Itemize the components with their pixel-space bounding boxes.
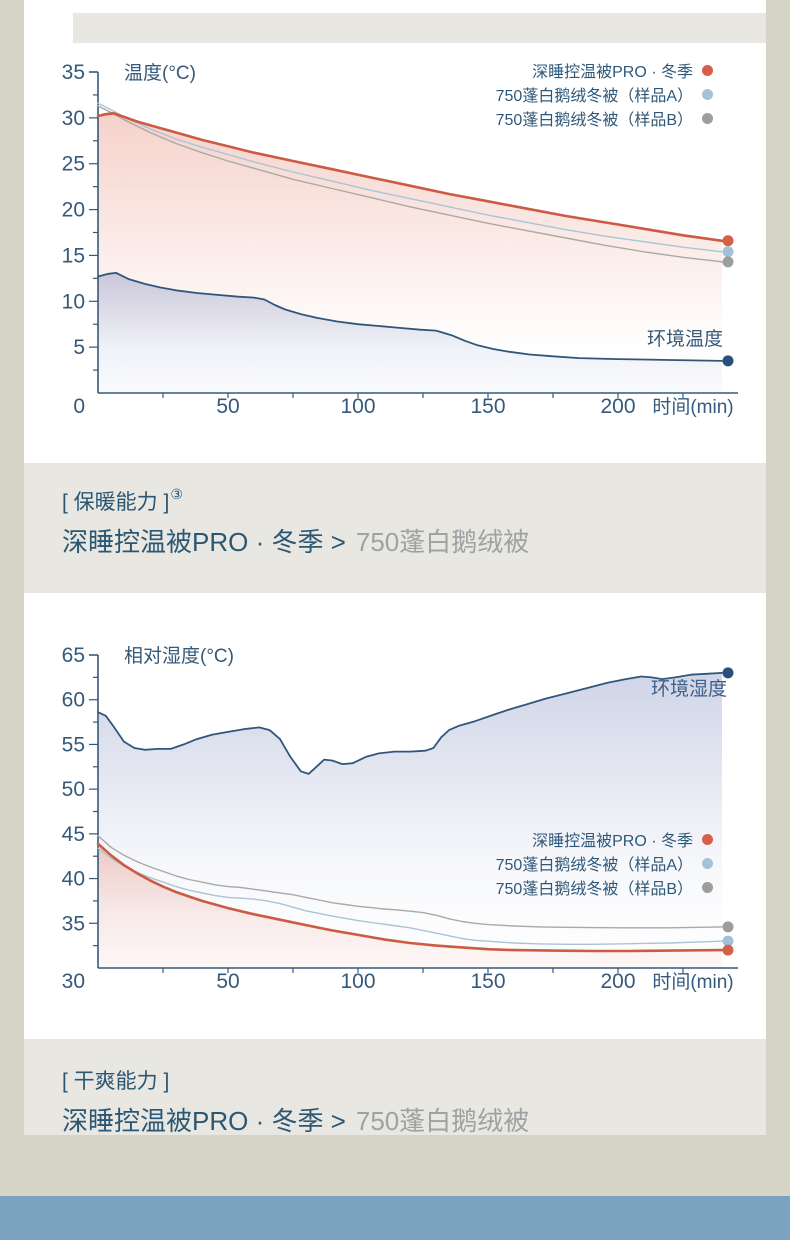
bottom-beige-band — [0, 1135, 790, 1196]
y-axis-title: 相对湿度(°C) — [124, 645, 234, 667]
chart-legend: 深睡控温被PRO · 冬季 750蓬白鹅绒冬被（样品A） 750蓬白鹅绒冬被（样… — [496, 58, 713, 130]
section-tag-text: [ 干爽能力 ] — [62, 1070, 170, 1093]
svg-text:10: 10 — [62, 290, 85, 313]
svg-text:50: 50 — [216, 970, 239, 993]
claim-competitor: 750蓬白鹅绒被 — [355, 527, 530, 557]
claim-product: 深睡控温被PRO · 冬季 > — [62, 1106, 346, 1136]
svg-text:45: 45 — [62, 823, 85, 846]
svg-text:35: 35 — [62, 912, 85, 935]
svg-text:65: 65 — [62, 644, 85, 667]
dryness-capability-section: [ 干爽能力 ] 深睡控温被PRO · 冬季 > 750蓬白鹅绒被 — [24, 1039, 766, 1138]
legend-label: 750蓬白鹅绒冬被（样品B） — [495, 881, 693, 898]
footer-band — [0, 1196, 790, 1240]
legend-color-dot — [702, 881, 713, 893]
legend-color-dot — [702, 88, 713, 100]
svg-text:60: 60 — [62, 689, 85, 712]
svg-text:5: 5 — [73, 336, 85, 359]
warmth-capability-section: [ 保暖能力 ]③ 深睡控温被PRO · 冬季 > 750蓬白鹅绒被 — [24, 463, 766, 593]
section-tag: [ 干爽能力 ] — [62, 1065, 766, 1095]
legend-item: 750蓬白鹅绒冬被（样品B） — [496, 106, 713, 130]
page-content: 温度(°C) 时间(min) 环境温度 51015202530350501001… — [24, 0, 766, 1138]
svg-text:15: 15 — [62, 244, 85, 267]
svg-text:20: 20 — [62, 199, 85, 222]
legend-item: 深睡控温被PRO · 冬季 — [496, 58, 713, 82]
svg-text:40: 40 — [62, 868, 85, 891]
legend-label: 750蓬白鹅绒冬被（样品B） — [495, 112, 693, 129]
top-white-strip — [24, 0, 766, 13]
svg-text:25: 25 — [62, 153, 85, 176]
temperature-chart: 温度(°C) 时间(min) 环境温度 51015202530350501001… — [62, 61, 738, 418]
legend-label: 750蓬白鹅绒冬被（样品A） — [495, 857, 693, 874]
svg-text:150: 150 — [470, 395, 505, 418]
svg-text:200: 200 — [600, 970, 635, 993]
svg-text:200: 200 — [600, 395, 635, 418]
svg-text:55: 55 — [62, 733, 85, 756]
legend-item: 750蓬白鹅绒冬被（样品A） — [496, 851, 713, 875]
legend-label: 750蓬白鹅绒冬被（样品A） — [495, 88, 693, 105]
svg-text:150: 150 — [470, 970, 505, 993]
svg-text:100: 100 — [340, 395, 375, 418]
section-claim: 深睡控温被PRO · 冬季 > 750蓬白鹅绒被 — [62, 522, 766, 559]
top-gap-strip — [24, 0, 766, 43]
svg-text:50: 50 — [216, 395, 239, 418]
temperature-chart-card: 温度(°C) 时间(min) 环境温度 51015202530350501001… — [24, 43, 766, 463]
chart-legend: 深睡控温被PRO · 冬季 750蓬白鹅绒冬被（样品A） 750蓬白鹅绒冬被（样… — [496, 827, 713, 899]
footnote-marker: ③ — [170, 486, 183, 502]
svg-text:100: 100 — [340, 970, 375, 993]
svg-text:30: 30 — [62, 107, 85, 130]
section-tag-text: [ 保暖能力 ] — [62, 491, 170, 514]
svg-text:50: 50 — [62, 778, 85, 801]
legend-color-dot — [702, 833, 713, 845]
humidity-chart-card: 相对湿度(°C) 时间(min) 环境湿度 354045505560653050… — [24, 593, 766, 1039]
x-axis-title: 时间(min) — [652, 396, 733, 418]
x-axis-title: 时间(min) — [652, 971, 733, 993]
svg-text:0: 0 — [73, 395, 85, 418]
claim-competitor: 750蓬白鹅绒被 — [355, 1106, 530, 1136]
legend-item: 750蓬白鹅绒冬被（样品A） — [496, 82, 713, 106]
svg-text:35: 35 — [62, 61, 85, 84]
section-tag: [ 保暖能力 ]③ — [62, 486, 766, 516]
legend-label: 深睡控温被PRO · 冬季 — [532, 64, 693, 81]
legend-color-dot — [702, 857, 713, 869]
humidity-chart: 相对湿度(°C) 时间(min) 环境湿度 354045505560653050… — [62, 644, 738, 993]
legend-label: 深睡控温被PRO · 冬季 — [532, 833, 693, 850]
legend-color-dot — [702, 64, 713, 76]
legend-item: 750蓬白鹅绒冬被（样品B） — [496, 875, 713, 899]
claim-product: 深睡控温被PRO · 冬季 > — [62, 527, 346, 557]
legend-color-dot — [702, 112, 713, 124]
y-axis-title: 温度(°C) — [124, 62, 196, 84]
svg-text:30: 30 — [62, 970, 85, 993]
legend-item: 深睡控温被PRO · 冬季 — [496, 827, 713, 851]
section-claim: 深睡控温被PRO · 冬季 > 750蓬白鹅绒被 — [62, 1101, 766, 1138]
